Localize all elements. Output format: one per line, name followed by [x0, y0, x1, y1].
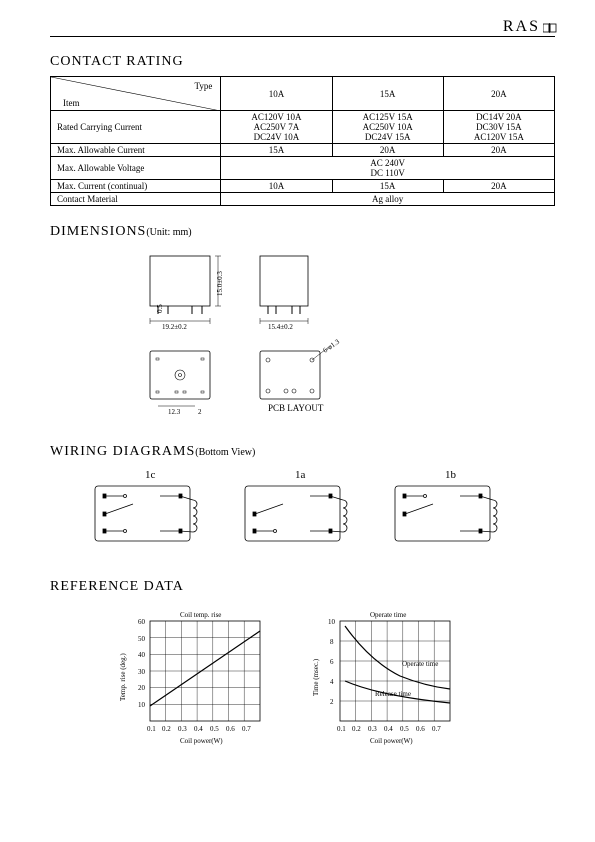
cell: 10A: [221, 180, 332, 193]
c1x4: 0.5: [210, 725, 219, 733]
dimensions-title: DIMENSIONS(Unit: mm): [50, 224, 555, 240]
dim-hole: 6-ø1.3: [322, 337, 342, 354]
header-rule: [50, 36, 555, 37]
cell: DC14V 20ADC30V 15AAC120V 15A: [443, 111, 554, 144]
col-header: 10A: [221, 77, 332, 111]
wiring-type-2: 1b: [445, 469, 457, 481]
c2y2: 6: [330, 658, 334, 666]
dimensions-svg: 19.2±0.2 15.0±0.3 0.5 15.4±0.2 12.3 2 6-…: [50, 246, 470, 421]
wiring-type-1: 1a: [295, 469, 306, 481]
c1y3: 40: [138, 651, 146, 659]
chart2-label0: Operate time: [402, 660, 438, 668]
c2y3: 8: [330, 638, 334, 646]
c1y1: 20: [138, 684, 146, 692]
c2x3: 0.4: [384, 725, 393, 733]
cell: 20A: [443, 144, 554, 157]
c2y1: 4: [330, 678, 334, 686]
cell: 15A: [332, 180, 443, 193]
wiring-note: (Bottom View): [195, 447, 255, 458]
c1x6: 0.7: [242, 725, 251, 733]
corner-item-label: Item: [63, 98, 80, 108]
cell: AC 240VDC 110V: [221, 157, 555, 180]
c2x2: 0.3: [368, 725, 377, 733]
cell: AC120V 10AAC250V 7ADC24V 10A: [221, 111, 332, 144]
wiring-svg: 1c 1a 1b: [50, 466, 530, 556]
wiring-title: WIRING DIAGRAMS(Bottom View): [50, 444, 555, 460]
dimensions-title-text: DIMENSIONS: [50, 224, 146, 239]
c2x5: 0.6: [416, 725, 425, 733]
pcb-label: PCB LAYOUT: [268, 403, 324, 413]
cell: 20A: [332, 144, 443, 157]
c2x6: 0.7: [432, 725, 441, 733]
c1y5: 60: [138, 618, 146, 626]
dim-bottomw: 12.3: [168, 408, 181, 416]
dimensions-unit: (Unit: mm): [146, 227, 191, 238]
cell: Ag alloy: [221, 193, 555, 206]
c2x0: 0.1: [337, 725, 346, 733]
row-label: Max. Allowable Voltage: [51, 157, 221, 180]
c1y4: 50: [138, 635, 146, 643]
c1y2: 30: [138, 668, 146, 676]
dimensions-drawings: 19.2±0.2 15.0±0.3 0.5 15.4±0.2 12.3 2 6-…: [50, 246, 555, 426]
chart2-ylabel: Time (msec.): [312, 658, 320, 696]
dim-height: 15.0±0.3: [216, 271, 224, 296]
row-label: Max. Allowable Current: [51, 144, 221, 157]
c2x1: 0.2: [352, 725, 361, 733]
chart1-xlabel: Coil power(W): [180, 737, 223, 745]
c1x0: 0.1: [147, 725, 156, 733]
col-header: 20A: [443, 77, 554, 111]
chart2-label1: Release time: [375, 690, 411, 698]
c2x4: 0.5: [400, 725, 409, 733]
contact-rating-table: Type Item 10A 15A 20A Rated Carrying Cur…: [50, 76, 555, 206]
dim-width: 19.2±0.2: [162, 323, 187, 331]
row-label: Rated Carrying Current: [51, 111, 221, 144]
wiring-type-0: 1c: [145, 469, 156, 481]
chart1-ylabel: Temp. rise (deg.): [119, 653, 127, 701]
col-header: 15A: [332, 77, 443, 111]
chart1-title: Coil temp. rise: [180, 611, 221, 619]
product-name: RAS: [503, 18, 540, 36]
dim-bottomgap: 2: [198, 408, 202, 416]
c1x1: 0.2: [162, 725, 171, 733]
row-label: Max. Current (continual): [51, 180, 221, 193]
c2y4: 10: [328, 618, 336, 626]
wiring-diagrams: 1c 1a 1b: [50, 466, 555, 561]
chart2-title: Operate time: [370, 611, 406, 619]
table-corner-cell: Type Item: [51, 77, 221, 111]
contact-rating-title: CONTACT RATING: [50, 54, 555, 70]
c1y0: 10: [138, 701, 146, 709]
c1x3: 0.4: [194, 725, 203, 733]
reference-title: REFERENCE DATA: [50, 579, 555, 595]
corner-type-label: Type: [194, 81, 212, 91]
cell: 20A: [443, 180, 554, 193]
row-label: Contact Material: [51, 193, 221, 206]
dim-pinw: 15.4±0.2: [268, 323, 293, 331]
chart2-xlabel: Coil power(W): [370, 737, 413, 745]
cell: AC125V 15AAC250V 10ADC24V 15A: [332, 111, 443, 144]
c1x5: 0.6: [226, 725, 235, 733]
book-icon: [543, 22, 557, 34]
dim-pinh: 0.5: [156, 304, 164, 313]
c1x2: 0.3: [178, 725, 187, 733]
reference-charts: Coil temp. rise 10 20 30 40 50 60 0.1 0.2 0.…: [50, 601, 555, 766]
c2y0: 2: [330, 698, 334, 706]
reference-svg: Coil temp. rise 10 20 30 40 50 60 0.1 0.2 0.…: [50, 601, 530, 761]
wiring-title-text: WIRING DIAGRAMS: [50, 444, 195, 459]
cell: 15A: [221, 144, 332, 157]
